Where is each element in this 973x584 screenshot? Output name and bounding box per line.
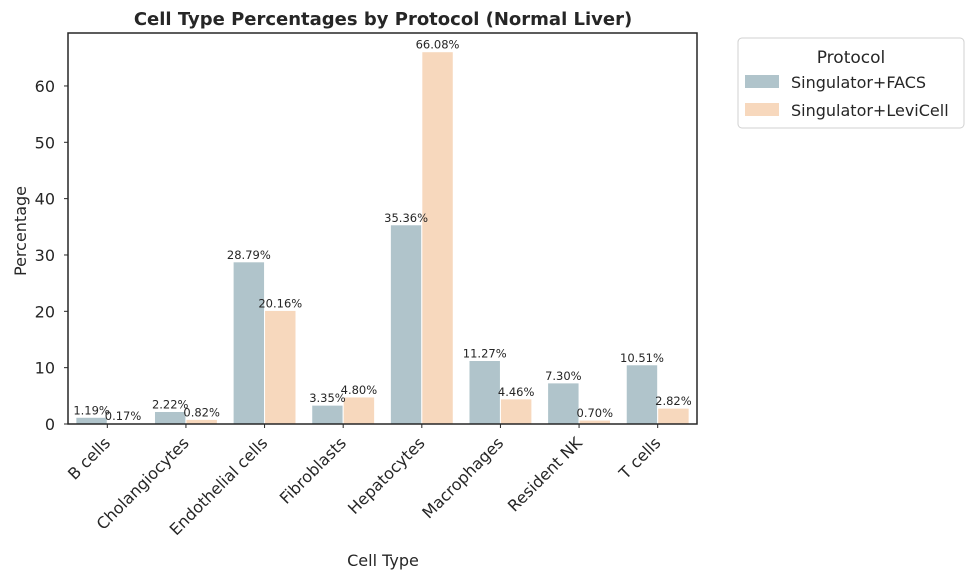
bar-facs-3	[311, 404, 344, 425]
x-tick-label: Macrophages	[418, 433, 507, 522]
legend-label-facs: Singulator+FACS	[791, 73, 926, 92]
bar-facs-7	[625, 364, 659, 425]
y-tick-label: 40	[35, 190, 55, 209]
plot-frame	[67, 32, 698, 425]
bar-value-label: 0.70%	[577, 406, 614, 420]
bar-facs-2	[232, 261, 266, 425]
bar-value-label: 66.08%	[416, 38, 460, 52]
chart-title: Cell Type Percentages by Protocol (Norma…	[134, 9, 632, 30]
bar-value-label: 3.35%	[309, 391, 346, 405]
bar-value-label: 4.80%	[341, 383, 378, 397]
bar-value-label: 2.22%	[152, 397, 189, 411]
x-tick-label: Resident NK	[504, 433, 586, 515]
bar-levicell-5	[499, 398, 533, 425]
bar-facs-4	[389, 224, 423, 425]
y-axis-label: Percentage	[11, 186, 30, 276]
y-tick-label: 50	[35, 133, 55, 152]
bar-levicell-2	[264, 309, 297, 425]
bar-facs-1	[153, 410, 187, 425]
x-tick-label: B cells	[64, 433, 114, 483]
y-tick-label: 30	[35, 246, 55, 265]
legend-title: Protocol	[817, 48, 886, 68]
legend-swatch-levicell	[745, 103, 779, 116]
x-axis-label: Cell Type	[347, 551, 419, 570]
bar-value-label: 20.16%	[258, 296, 302, 310]
bar-levicell-4	[421, 51, 454, 425]
bar-facs-0	[75, 416, 108, 425]
bar-value-label: 10.51%	[620, 351, 664, 365]
y-axis-ticks: 0 10 20 30 40 50 60	[35, 77, 68, 434]
x-tick-label: Hepatocytes	[344, 433, 429, 518]
bar-value-label: 0.82%	[183, 405, 220, 419]
bar-facs-5	[468, 360, 501, 425]
legend-label-levicell: Singulator+LeviCell	[791, 101, 949, 120]
bar-value-label: 7.30%	[545, 369, 582, 383]
bar-value-label: 0.17%	[105, 409, 142, 423]
bar-levicell-7	[657, 407, 690, 425]
bar-value-label: 35.36%	[384, 211, 428, 225]
value-labels-layer: 1.19% 2.22% 28.79% 3.35% 35.36% 11.27% 7.30% 10…	[73, 38, 691, 423]
y-tick-label: 60	[35, 77, 55, 96]
bar-value-label: 28.79%	[227, 248, 271, 262]
bar-facs-6	[547, 382, 580, 425]
bar-value-label: 1.19%	[73, 403, 110, 417]
x-tick-label: Fibroblasts	[276, 433, 350, 507]
legend-box	[737, 37, 965, 129]
bar-value-label: 11.27%	[463, 347, 507, 361]
bar-levicell-3	[342, 396, 376, 425]
legend: Protocol Singulator+FACS Singulator+LeviC…	[737, 37, 965, 129]
y-tick-label: 20	[35, 302, 55, 321]
bar-value-label: 2.82%	[655, 394, 692, 408]
bar-value-label: 4.46%	[498, 385, 535, 399]
y-tick-label: 10	[35, 359, 55, 378]
legend-swatch-facs	[745, 75, 779, 88]
x-tick-label: T cells	[614, 433, 664, 483]
y-tick-label: 0	[45, 415, 55, 434]
bars-layer	[75, 51, 690, 425]
